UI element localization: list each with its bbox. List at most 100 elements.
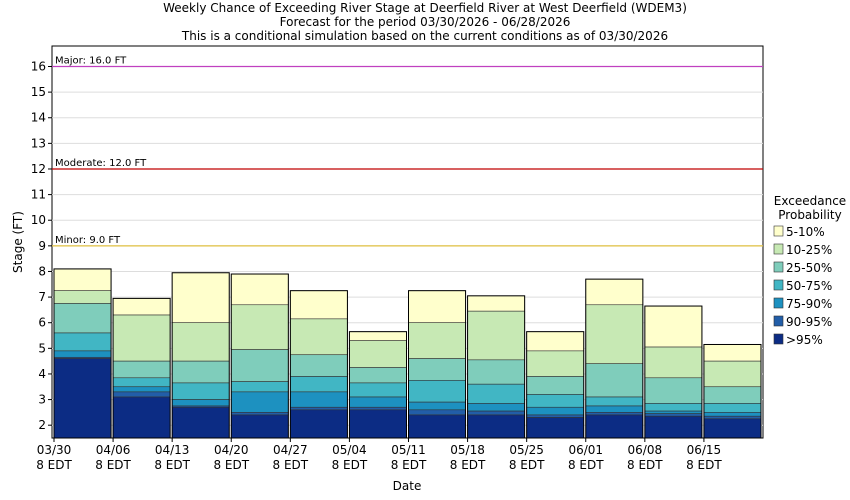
bar-segment [349,367,407,384]
bar-segment [290,409,348,439]
bar-segment [171,360,230,384]
bar-segment [703,403,762,413]
bar-outline [171,272,230,439]
bar-segment [408,414,466,439]
chart-title: Weekly Chance of Exceeding River Stage a… [163,1,687,43]
bar-outline [348,331,407,439]
x-tick-sublabel: 8 EDT [686,458,722,472]
legend-label: 5-10% [786,225,825,239]
bar-segment [230,414,289,439]
bar-segment [230,381,289,393]
bar-segment [408,409,466,416]
bar-segment [53,303,112,334]
bar-segment [585,412,644,416]
week-bar [53,268,112,439]
legend-swatch [773,243,784,255]
threshold-label: Moderate: 12.0 FT [55,158,147,169]
stacked-bars [53,268,762,439]
x-tick-label: 04/06 [96,443,131,457]
bar-segment [171,322,230,362]
threshold-label: Minor: 9.0 FT [55,235,121,246]
bar-segment [112,396,171,439]
legend-label: >95% [786,333,823,347]
x-tick-label: 04/20 [214,443,249,457]
legend-title-line-1: Exceedance [774,194,846,208]
x-tick-sublabel: 8 EDT [450,458,486,472]
bar-segment [526,350,585,377]
week-bar [644,305,703,439]
bar-outline [112,297,171,439]
y-tick-label: 15 [31,85,46,99]
bar-segment [467,410,525,416]
bar-outline [644,305,703,439]
bar-segment [290,354,348,377]
week-bar [289,290,348,439]
bar-segment [408,380,466,403]
bar-segment [349,382,407,398]
y-tick-label: 4 [38,367,46,381]
y-tick-label: 6 [38,316,46,330]
x-axis-label: Date [393,479,422,493]
bar-segment [703,412,762,417]
y-tick-label: 3 [38,393,46,407]
chart-title-line-3: This is a conditional simulation based o… [181,29,668,43]
bar-segment [526,376,585,395]
bar-segment [171,382,230,400]
bar-segment [230,273,289,306]
bar-segment [644,403,703,412]
y-tick-label: 5 [38,341,46,355]
threshold-labels: Major: 16.0 FT Moderate: 12.0 FT Minor: 9.… [55,55,147,245]
bar-segment [644,410,703,414]
threshold-lines [52,65,763,247]
bar-segment [408,401,466,411]
bar-segment [585,414,644,439]
legend-title-line-2: Probability [778,208,841,222]
y-axis-label: Stage (FT) [11,211,25,273]
y-tick-label: 14 [31,111,46,125]
x-tick-sublabel: 8 EDT [509,458,545,472]
x-tick-sublabel: 8 EDT [213,458,249,472]
bar-segment [290,290,348,320]
bar-segment [585,363,644,398]
bar-segment [112,314,171,362]
bar-segment [53,290,112,304]
bar-outline [467,295,526,439]
week-bar [585,278,644,439]
bar-segment [349,340,407,368]
x-tick-sublabel: 8 EDT [391,458,427,472]
bar-segment [467,310,525,361]
bar-segment [171,272,230,324]
legend-label: 50-75% [786,279,832,293]
bar-segment [349,331,407,341]
bar-segment [526,417,585,439]
bar-segment [230,391,289,413]
bar-segment [112,386,171,393]
y-tick-label: 13 [31,136,46,150]
threshold-label: Major: 16.0 FT [55,55,127,66]
x-tick-label: 05/18 [450,443,485,457]
bar-segment [644,415,703,439]
bar-outline [230,273,289,439]
y-tick-label: 7 [38,290,46,304]
bar-segment [53,268,112,291]
bar-outline [408,290,467,439]
y-tick-label: 2 [38,418,46,432]
week-bar [526,331,585,439]
bar-segment [171,399,230,407]
y-tick-label: 9 [38,239,46,253]
bar-segment [585,278,644,306]
bar-segment [644,346,703,379]
bar-segment [467,295,525,312]
bar-segment [349,409,407,439]
week-bar [112,297,171,439]
x-tick-sublabel: 8 EDT [154,458,190,472]
bar-segment [467,403,525,412]
bar-outline [526,331,585,439]
week-bar [230,273,289,439]
x-tick-sublabel: 8 EDT [95,458,131,472]
bar-segment [585,304,644,364]
bar-segment [526,394,585,408]
bar-segment [408,290,466,324]
